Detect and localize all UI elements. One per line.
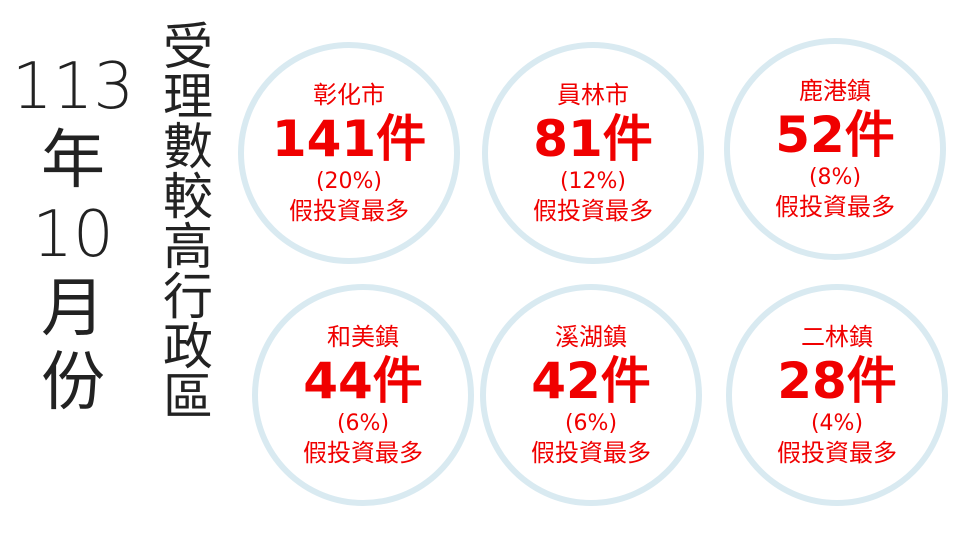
district-name: 彰化市: [313, 81, 385, 109]
district-card: 溪湖鎮 42件 (6%) 假投資最多: [480, 284, 702, 506]
month-title: 113 年 10 月 份: [8, 50, 138, 420]
month-title-part: 10: [32, 198, 114, 272]
top-fraud-type: 假投資最多: [775, 193, 895, 221]
case-count: 42件: [531, 352, 651, 410]
top-fraud-type: 假投資最多: [777, 439, 897, 467]
district-name: 鹿港鎮: [799, 77, 871, 105]
case-count: 52件: [775, 106, 895, 164]
top-fraud-type: 假投資最多: [303, 439, 423, 467]
case-percent: (4%): [810, 411, 864, 436]
case-count: 44件: [303, 352, 423, 410]
month-title-part: 份: [41, 346, 105, 420]
top-fraud-type: 假投資最多: [533, 197, 653, 225]
case-percent: (20%): [315, 169, 383, 194]
district-card: 和美鎮 44件 (6%) 假投資最多: [252, 284, 474, 506]
district-name: 員林市: [557, 81, 629, 109]
case-percent: (6%): [336, 411, 390, 436]
month-title-part: 年: [41, 124, 105, 198]
case-count: 141件: [271, 110, 427, 168]
district-card: 員林市 81件 (12%) 假投資最多: [482, 42, 704, 264]
district-name: 溪湖鎮: [555, 323, 627, 351]
case-count: 28件: [777, 352, 897, 410]
district-name: 和美鎮: [327, 323, 399, 351]
case-percent: (6%): [564, 411, 618, 436]
top-fraud-type: 假投資最多: [289, 197, 409, 225]
case-percent: (12%): [559, 169, 627, 194]
top-fraud-type: 假投資最多: [531, 439, 651, 467]
district-card: 彰化市 141件 (20%) 假投資最多: [238, 42, 460, 264]
district-name: 二林鎮: [801, 323, 873, 351]
month-title-part: 113: [11, 50, 135, 124]
case-count: 81件: [533, 110, 653, 168]
month-title-part: 月: [41, 272, 105, 346]
subtitle: 受理數較高行政區: [155, 20, 213, 420]
case-percent: (8%): [808, 165, 862, 190]
district-card: 鹿港鎮 52件 (8%) 假投資最多: [724, 38, 946, 260]
district-card: 二林鎮 28件 (4%) 假投資最多: [726, 284, 948, 506]
